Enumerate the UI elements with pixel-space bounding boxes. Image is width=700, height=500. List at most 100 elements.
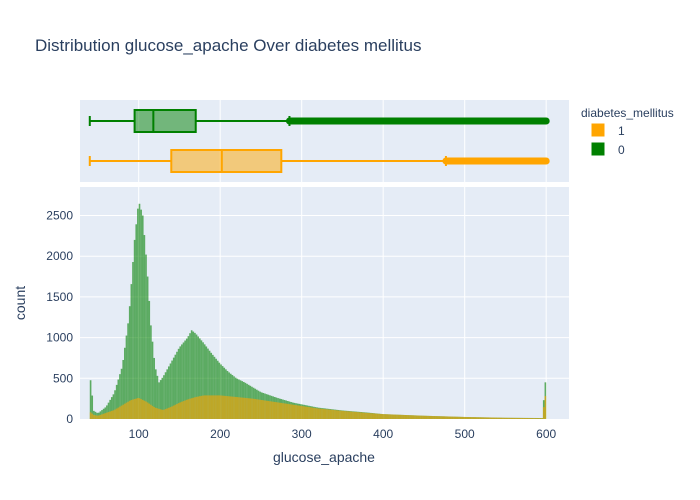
histogram-bar (542, 407, 545, 419)
histogram-bar (107, 402, 110, 419)
histogram-bar (189, 333, 191, 419)
legend[interactable]: diabetes_mellitus 1 0 (581, 106, 674, 157)
histogram-bar (114, 409, 116, 419)
histogram-bar (234, 396, 237, 419)
histogram-bar (489, 417, 491, 419)
series-1 (89, 395, 547, 419)
histogram-bar (303, 406, 305, 419)
histogram-bar (331, 409, 333, 419)
histogram-bar (536, 418, 539, 419)
histogram-bar (91, 395, 94, 419)
histogram-bar (171, 360, 173, 419)
legend-title: diabetes_mellitus (581, 106, 674, 120)
histogram-bar (133, 399, 136, 419)
histogram-bar (238, 397, 240, 419)
histogram-bar (278, 402, 281, 419)
histogram-bar (137, 208, 139, 419)
histogram-bar (150, 325, 152, 419)
histogram-bar (138, 203, 141, 419)
histogram-bar (115, 384, 118, 419)
histogram-bar (476, 417, 478, 419)
histogram-bar (221, 366, 224, 419)
histogram-bar (353, 411, 356, 419)
histogram-bar (541, 418, 543, 419)
histogram-bar (187, 336, 190, 419)
histogram-bar (441, 416, 444, 419)
histogram-bar (195, 396, 198, 419)
histogram-bar (172, 357, 175, 419)
histogram-bar (132, 399, 134, 419)
histogram-bar (375, 413, 377, 419)
histogram-bar (119, 374, 121, 419)
histogram-bar (106, 412, 108, 419)
histogram-bar (472, 417, 475, 419)
histogram-bar (505, 417, 508, 419)
histogram-bar (363, 412, 366, 419)
histogram-bar (89, 412, 92, 419)
histogram-bar (127, 323, 129, 419)
histogram-bar (298, 405, 301, 419)
histogram-bar (345, 411, 348, 419)
histogram-bar (229, 373, 232, 419)
histogram-bar (477, 417, 480, 419)
box-plot-1 (88, 149, 550, 173)
histogram-bar (409, 415, 411, 419)
histogram-bar (212, 354, 214, 419)
histogram-bar (124, 347, 126, 419)
histogram-bar (177, 348, 180, 419)
x-tick-label: 400 (373, 427, 393, 441)
histogram-bar (190, 330, 193, 419)
histogram-bar (528, 418, 530, 419)
histogram-bar (428, 415, 431, 419)
histogram-bar (511, 417, 514, 419)
histogram-bar (203, 344, 206, 419)
histogram-bar (171, 406, 173, 419)
histogram-bar (515, 417, 517, 419)
histogram-bar (130, 400, 133, 419)
histogram-bar (436, 416, 439, 419)
histogram-bar (182, 401, 185, 419)
histogram-bar (104, 413, 107, 419)
legend-item-0[interactable]: 0 (591, 142, 625, 157)
histogram-bar (282, 403, 284, 419)
histogram-bar (249, 398, 252, 419)
histogram-bar (498, 417, 501, 419)
y-tick-label: 0 (66, 412, 73, 426)
histogram-bar (205, 346, 208, 419)
histogram-bar (523, 417, 525, 419)
histogram-bar (456, 416, 459, 419)
y-tick-label: 2000 (46, 249, 73, 263)
x-tick-label: 100 (129, 427, 149, 441)
histogram-bar (185, 399, 188, 419)
histogram-bar (161, 409, 164, 419)
histogram-bar (293, 404, 296, 419)
histogram-bar (494, 417, 496, 419)
histogram-bar (433, 416, 436, 419)
histogram-bar (538, 418, 540, 419)
histogram-bar (174, 404, 177, 419)
histogram-bar (311, 407, 314, 419)
histogram-bar (304, 406, 307, 419)
histogram-bar (172, 405, 175, 419)
histogram-bar (432, 416, 434, 419)
legend-item-1[interactable]: 1 (591, 123, 625, 138)
histogram-bar (185, 338, 188, 419)
legend-swatch-1 (591, 123, 605, 137)
histogram-bar (163, 375, 165, 419)
histogram-bar (179, 402, 182, 419)
histogram-bar (480, 417, 483, 419)
histogram-bar (133, 239, 136, 419)
histogram-bar (153, 357, 155, 419)
x-axis-title: glucose_apache (273, 449, 375, 465)
histogram-bar (379, 413, 382, 419)
histogram-bar (102, 413, 105, 419)
histogram-bar (531, 418, 534, 419)
histogram-bar (197, 396, 199, 419)
histogram-bar (317, 408, 320, 419)
histogram-bar (254, 399, 257, 419)
histogram-bar (198, 338, 201, 419)
histogram-bar (340, 410, 343, 419)
histogram-bar (463, 416, 465, 419)
histogram-bar (539, 418, 542, 419)
histogram-bar (161, 377, 164, 419)
